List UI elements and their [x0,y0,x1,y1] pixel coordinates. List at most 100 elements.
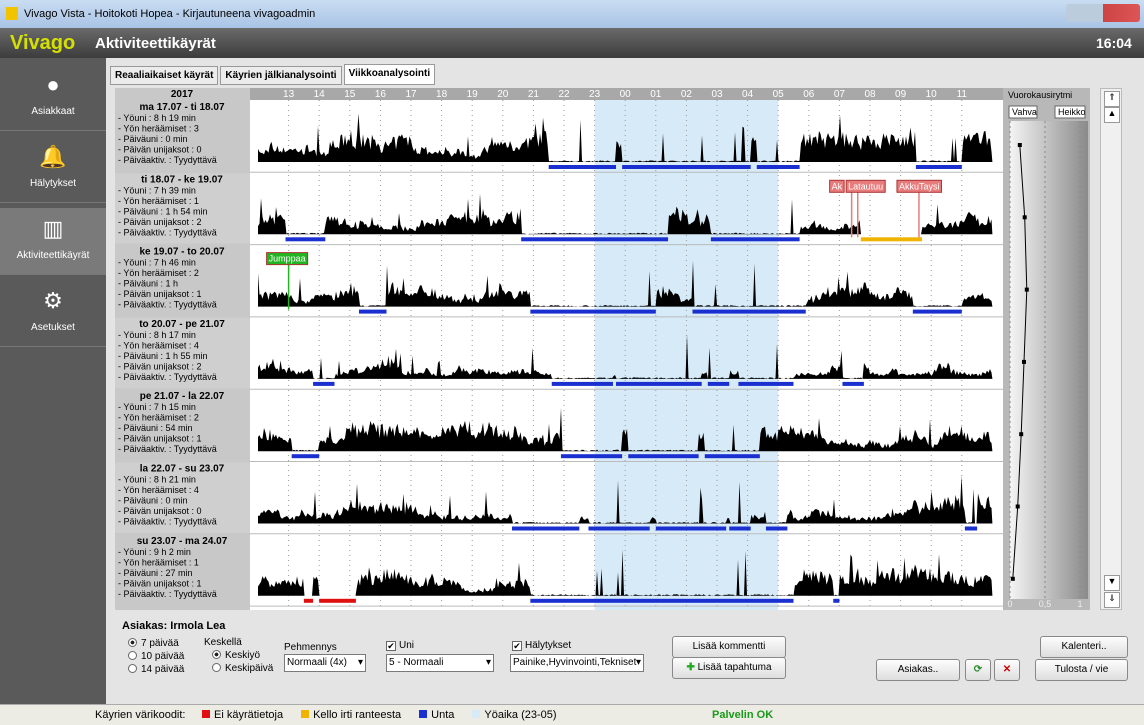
day-stat: - Päiväaktiv. : Tyydyttävä [118,444,217,454]
day-date: ti 18.07 - ke 19.07 [141,174,223,185]
smoothing-select[interactable]: Normaali (4x) [284,654,366,672]
sidebar-item[interactable]: ▥ Aktiviteettikäyrät [0,208,106,275]
radio[interactable] [128,664,137,673]
scroll-bottom[interactable]: ⇓ [1104,592,1120,608]
strong-box [1008,105,1038,119]
button-label: Lisää tapahtuma [697,662,772,673]
activity-curve [258,113,993,162]
scrollbar[interactable]: ⇑ ▲ ▼ ⇓ [1100,88,1122,610]
activity-curve [258,193,993,235]
scroll-up[interactable]: ▲ [1104,107,1120,123]
sidebar-item[interactable]: 🔔 Hälytykset [0,136,106,203]
radio-option[interactable]: Keskipäivä [212,663,273,674]
sleep-bar [313,381,335,386]
hour-label: 16 [375,89,387,100]
sleep-bar [738,381,794,386]
sidebar-item[interactable]: ⚙ Asetukset [0,280,106,347]
legend-item: Yöaika (23-05) [472,709,557,721]
sleep-toggle[interactable]: ✔ Uni [386,640,414,651]
legend-label: Yöaika (23-05) [484,709,557,721]
calendar-button[interactable]: Kalenteri.. [1040,636,1128,658]
day-label-bg [115,462,250,533]
sleep-bar [285,237,326,242]
radio[interactable] [128,651,137,660]
hour-label: 18 [436,89,448,100]
refresh-button[interactable]: ⟳ [965,659,991,681]
tab[interactable]: Käyrien jälkianalysointi [220,66,342,85]
day-label-bg [115,317,250,389]
hour-label: 03 [711,89,723,100]
day-stat: - Yöuni : 7 h 15 min [118,402,196,412]
scroll-top[interactable]: ⇑ [1104,91,1120,107]
rhythm-point [1019,432,1024,437]
event-box [829,179,845,193]
day-stat: - Päivän unijaksot : 1 [118,289,202,299]
client-name: Asiakas: Irmola Lea [122,620,226,632]
sleep-bar [912,309,962,314]
sleep-bar [756,165,800,169]
icon: ● [46,72,60,97]
day-stat: - Päivän unijaksot : 2 [118,217,202,227]
legend-swatch [472,710,481,718]
sleep-bar [511,526,580,531]
sidebar-item[interactable]: ● Asiakkaat [0,64,106,131]
day-date: la 22.07 - su 23.07 [140,464,225,475]
button-label: Asiakas.. [897,664,939,675]
tab[interactable]: Viikkoanalysointi [343,64,436,85]
print-button[interactable]: Tulosta / vie [1035,659,1128,681]
legend-item: Kello irti ranteesta [301,709,401,721]
legend-title: Käyrien värikoodit: [95,709,186,721]
day-stat: - Päiväuni : 1 h [118,279,178,289]
day-date: ma 17.07 - ti 18.07 [139,102,224,113]
day-label-bg [115,101,250,172]
tab[interactable]: Reaaliaikaiset käyrät [110,66,219,85]
day-stat: - Päiväaktiv. : Tyydyttävä [118,589,217,599]
day-stat: - Yöuni : 7 h 39 min [118,185,196,195]
hour-label: 09 [895,89,907,100]
client-button[interactable]: Asiakas.. [876,659,960,681]
sleep-bar [548,165,617,169]
rhythm-point [1024,287,1029,292]
hour-label: 04 [742,89,754,100]
event-box [896,179,942,193]
radio-option[interactable]: 14 päivää [128,664,184,675]
icon: ▥ [42,216,64,241]
scroll-down[interactable]: ▼ [1104,575,1120,591]
delete-button[interactable]: ✕ [994,659,1020,681]
hour-label: 02 [681,89,693,100]
sidebar-label: Aktiviteettikäyrät [16,250,90,261]
off-wrist-bar [860,237,923,242]
legend-label: Unta [431,709,455,721]
checkbox[interactable]: ✔ [512,641,522,651]
clock: 16:04 [1096,35,1132,51]
radio[interactable] [128,638,137,647]
alarms-select[interactable]: Painike,Hyvinvointi,Tekniset [510,654,644,672]
radio[interactable] [212,650,221,659]
hour-label: 23 [589,89,601,100]
strong-label: Vahva [1012,107,1037,117]
rhythm-point [1022,359,1026,364]
alarms-toggle[interactable]: ✔ Hälytykset [512,640,571,651]
day-stat: - Päivän unijaksot : 1 [118,578,202,588]
activity-curve [258,475,993,524]
day-stat: - Päiväuni : 27 min [118,568,193,578]
day-date: su 23.07 - ma 24.07 [137,536,228,547]
hour-label: 21 [528,89,540,100]
window-title: Vivago Vista - Hoitokoti Hopea - Kirjaut… [24,8,316,20]
radio-option[interactable]: 7 päivää [128,638,179,649]
rhythm-point [1017,143,1022,147]
no-data-bar [303,598,314,603]
radio-option[interactable]: 10 päivää [128,651,184,662]
radio[interactable] [212,663,221,672]
radio-option[interactable]: Keskiyö [212,650,260,661]
icon: ⚙ [43,288,63,313]
day-stat: - Yön heräämiset : 4 [118,485,199,495]
sleep-select[interactable]: 5 - Normaali [386,654,494,672]
sleep-bar [710,237,800,242]
weak-label: Heikko [1058,107,1086,117]
checkbox[interactable]: ✔ [386,641,396,651]
add-comment-button[interactable]: Lisää kommentti [672,636,786,658]
window-buttons[interactable] [1066,4,1140,22]
add-event-button[interactable]: ✚ Lisää tapahtuma [672,657,786,679]
